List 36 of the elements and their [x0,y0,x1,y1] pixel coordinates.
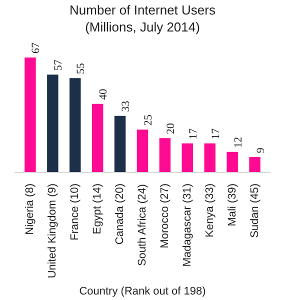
x-tick-label: Morocco (27) [158,184,171,248]
x-tick-label: Canada (20) [114,183,126,245]
bar [226,152,238,172]
bar [24,58,36,172]
chart-subtitle: (Millions, July 2014) [85,20,200,34]
data-label: 20 [164,122,177,134]
x-tick-label: Madagascar (31) [181,183,194,267]
bar [47,74,58,172]
data-label: 40 [98,88,110,100]
x-tick-label: Egypt (14) [92,183,104,234]
bar [204,143,216,172]
x-tick-label: Kenya (33) [204,183,216,238]
x-tick-label: United Kingdom (9) [46,183,59,278]
bar [159,138,171,172]
data-label: 55 [75,62,88,74]
x-tick-label: Nigeria (8) [24,183,36,235]
data-label: 33 [120,100,132,112]
bar [182,143,194,172]
chart-title: Number of Internet Users [70,2,216,18]
x-tick-label: Mali (39) [226,183,238,226]
data-label: 57 [52,59,65,71]
x-tick-label: France (10) [69,183,82,240]
x-tick-label: South Africa (24) [136,184,148,266]
x-axis-title: Country (Rank out of 198) [79,285,206,298]
x-tick-label: Sudan (45) [248,183,261,238]
data-label: 25 [142,114,154,126]
data-label: 67 [30,42,42,54]
data-label: 12 [232,136,244,148]
bar [114,116,126,172]
bar [92,104,104,172]
bar [136,130,148,172]
bar [249,157,260,172]
data-label: 17 [187,128,200,140]
bar [70,78,81,172]
data-label: 9 [254,147,267,154]
data-label: 17 [210,128,222,140]
